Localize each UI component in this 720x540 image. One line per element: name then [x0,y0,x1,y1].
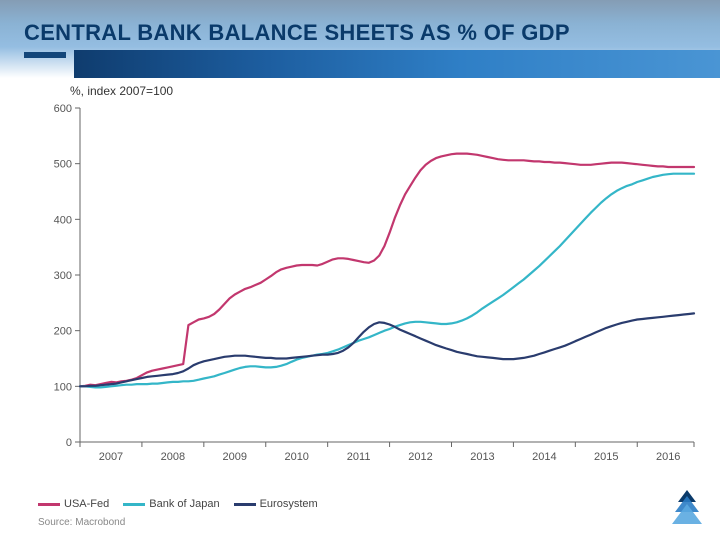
svg-text:500: 500 [54,159,72,171]
legend-swatch [234,503,256,506]
chart-area: 0 100 200 300 400 500 600 2007 2008 2009 2010 2011 2… [36,100,704,484]
legend-label: Bank of Japan [149,498,219,510]
svg-text:2016: 2016 [656,451,680,463]
svg-text:0: 0 [66,437,72,449]
series-eurosystem [80,313,694,386]
series-usa-fed [80,154,694,387]
line-chart: 0 100 200 300 400 500 600 2007 2008 2009 2010 2011 2… [36,100,704,470]
legend-swatch [123,503,145,506]
title-bar: CENTRAL BANK BALANCE SHEETS AS % OF GDP [0,16,720,76]
corner-logo [672,490,702,526]
title-underline [24,52,66,58]
page-title: CENTRAL BANK BALANCE SHEETS AS % OF GDP [24,20,570,46]
svg-text:2015: 2015 [594,451,618,463]
svg-text:2011: 2011 [347,451,371,463]
svg-text:400: 400 [54,214,72,226]
svg-text:2007: 2007 [99,451,123,463]
legend-item: Bank of Japan [123,498,219,510]
svg-text:200: 200 [54,326,72,338]
chart-subtitle: %, index 2007=100 [70,84,173,98]
svg-text:2008: 2008 [161,451,185,463]
legend: USA-Fed Bank of Japan Eurosystem [38,498,332,510]
svg-text:600: 600 [54,103,72,115]
svg-text:2010: 2010 [284,451,308,463]
series-bank-of-japan [80,174,694,388]
legend-item: Eurosystem [234,498,318,510]
legend-swatch [38,503,60,506]
svg-text:2013: 2013 [470,451,494,463]
svg-text:100: 100 [54,381,72,393]
legend-label: USA-Fed [64,498,109,510]
source-label: Source: Macrobond [38,517,125,528]
svg-text:2009: 2009 [223,451,247,463]
legend-label: Eurosystem [260,498,318,510]
svg-text:2014: 2014 [532,451,556,463]
svg-text:300: 300 [54,270,72,282]
legend-item: USA-Fed [38,498,109,510]
title-strip [74,50,720,78]
svg-text:2012: 2012 [408,451,432,463]
